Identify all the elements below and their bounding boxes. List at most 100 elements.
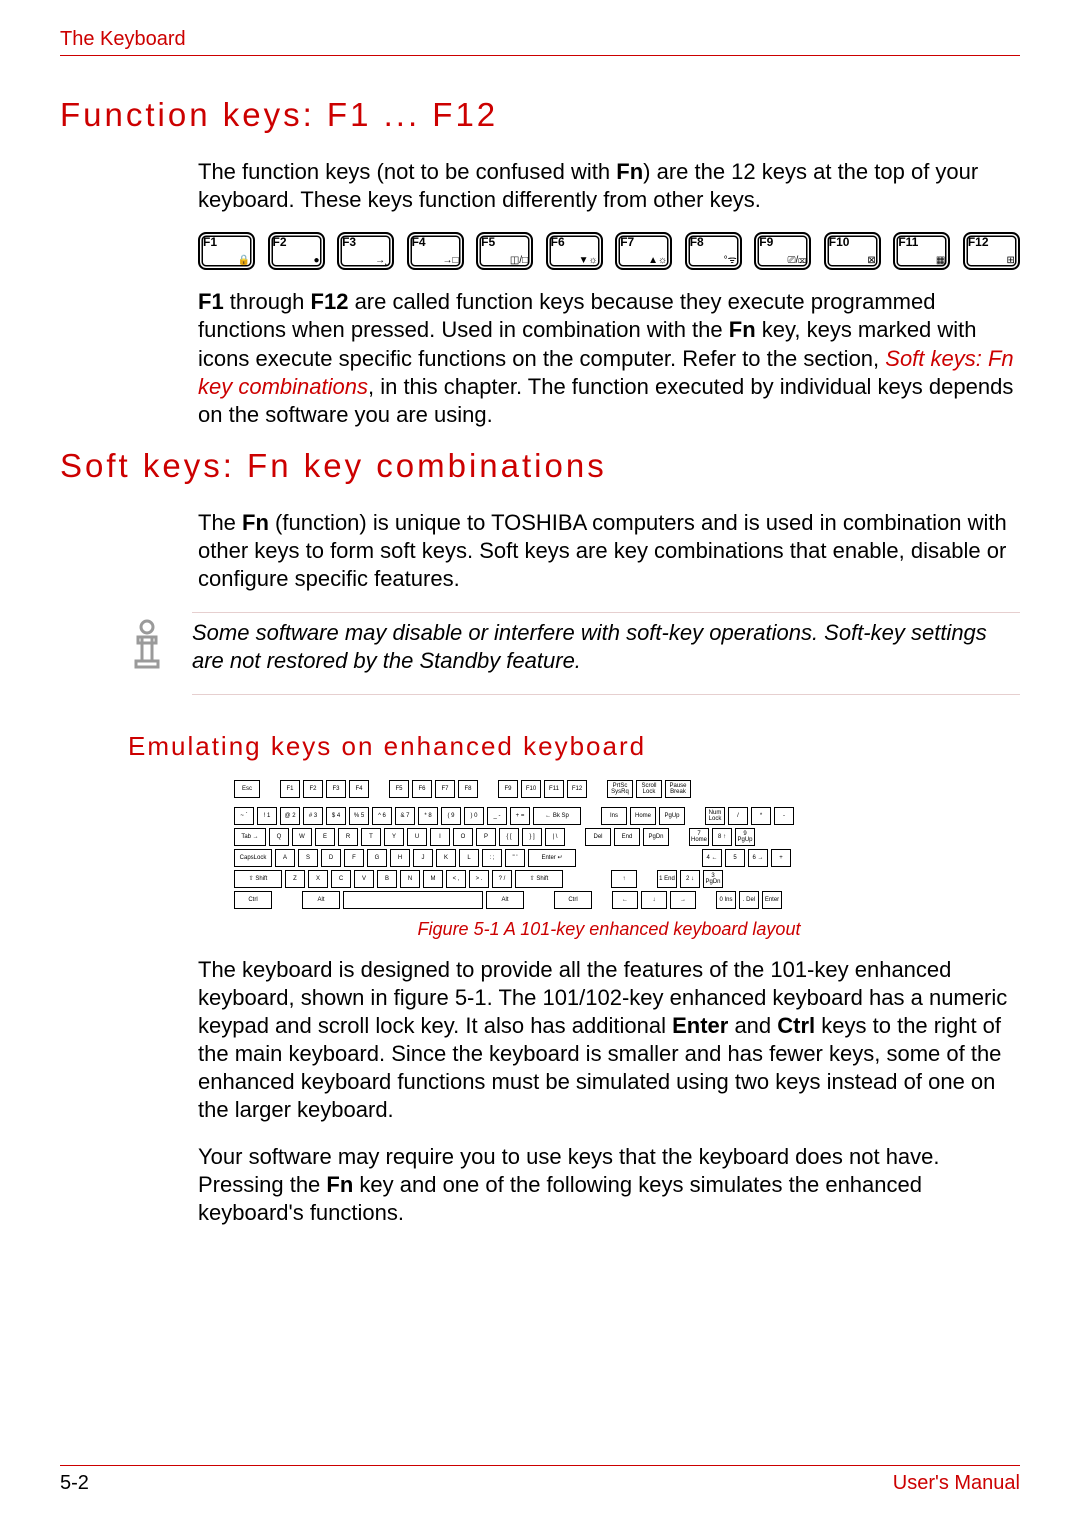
function-key: F6 ▼☼ (546, 232, 603, 270)
kbd-key: D (321, 849, 341, 867)
function-key-label: F4 (412, 236, 459, 248)
function-key: F9 ⎚/⌧ (754, 232, 811, 270)
kbd-key: Z (285, 870, 305, 888)
kbd-key: PgDn (643, 828, 669, 846)
text: and (728, 1013, 777, 1038)
kbd-key: PgUp (659, 807, 685, 825)
function-key: F12 ⊞ (963, 232, 1020, 270)
function-key-icon: ⊠ (867, 256, 875, 266)
text: The function keys (not to be confused wi… (198, 159, 616, 184)
kbd-key: PrtSc SysRq (607, 780, 633, 798)
kbd-key: F1 (280, 780, 300, 798)
para-soft-intro: The Fn (function) is unique to TOSHIBA c… (198, 509, 1020, 593)
kbd-key: U (407, 828, 427, 846)
kbd-key: ( 9 (441, 807, 461, 825)
kbd-key: ← (612, 891, 638, 909)
kbd-key: F7 (435, 780, 455, 798)
kbd-key: Num Lock (705, 807, 725, 825)
bold-f12: F12 (311, 289, 349, 314)
kbd-key: Home (630, 807, 656, 825)
kbd-key: F2 (303, 780, 323, 798)
function-key: F4 →□ (407, 232, 464, 270)
function-key-label: F6 (551, 236, 598, 248)
function-key-icon: 🔒 (238, 256, 250, 266)
page-number: 5-2 (60, 1472, 89, 1495)
footer-rule (60, 1465, 1020, 1466)
para-emulating-1: The keyboard is designed to provide all … (198, 956, 1020, 1125)
kbd-key: 7 Home (689, 828, 709, 846)
kbd-key: 9 PgUp (735, 828, 755, 846)
kbd-key: Ctrl (234, 891, 272, 909)
bold-fn: Fn (242, 510, 269, 535)
kbd-key: Ins (601, 807, 627, 825)
para-emulating-2: Your software may require you to use key… (198, 1143, 1020, 1227)
kbd-key: F8 (458, 780, 478, 798)
kbd-key: > . (469, 870, 489, 888)
kbd-key: F12 (567, 780, 587, 798)
function-key-label: F3 (342, 236, 389, 248)
kbd-key: ↑ (611, 870, 637, 888)
kbd-key: Y (384, 828, 404, 846)
function-key-label: F9 (759, 236, 806, 248)
kbd-key: A (275, 849, 295, 867)
text: through (224, 289, 311, 314)
function-key-icon: ⊞ (1006, 256, 1014, 266)
heading-emulating: Emulating keys on enhanced keyboard (128, 731, 1020, 762)
function-key-icon: ▲☼ (648, 256, 667, 266)
kbd-key: F10 (521, 780, 541, 798)
kbd-key: Alt (486, 891, 524, 909)
kbd-key: N (400, 870, 420, 888)
kbd-key: F9 (498, 780, 518, 798)
note-text: Some software may disable or interfere w… (192, 619, 1020, 675)
kbd-key: ↓ (641, 891, 667, 909)
kbd-key: End (614, 828, 640, 846)
note-rule-top (192, 612, 1020, 613)
bold-enter: Enter (672, 1013, 728, 1038)
kbd-key: 3 PgDn (703, 870, 723, 888)
function-key-label: F10 (829, 236, 876, 248)
kbd-key: # 3 (303, 807, 323, 825)
function-key-label: F12 (968, 236, 1015, 248)
function-key: F10 ⊠ (824, 232, 881, 270)
note-rule-bottom (192, 694, 1020, 695)
kbd-key: P (476, 828, 496, 846)
kbd-key: * (751, 807, 771, 825)
bold-ctrl: Ctrl (777, 1013, 815, 1038)
kbd-key: G (367, 849, 387, 867)
info-icon (124, 619, 172, 676)
kbd-key: S (298, 849, 318, 867)
heading-soft-keys: Soft keys: Fn key combinations (60, 447, 1020, 485)
header-rule (60, 55, 1020, 56)
kbd-key: F6 (412, 780, 432, 798)
kbd-key: O (453, 828, 473, 846)
kbd-key: Ctrl (554, 891, 592, 909)
kbd-key: I (430, 828, 450, 846)
kbd-key: + (771, 849, 791, 867)
kbd-key: X (308, 870, 328, 888)
function-key-icon: →□ (443, 256, 459, 266)
function-key-icon: °ᯤ (724, 256, 737, 266)
function-key-icon: ▼☼ (579, 256, 598, 266)
kbd-key: V (354, 870, 374, 888)
heading-function-keys: Function keys: F1 ... F12 (60, 96, 1020, 134)
kbd-key: / (728, 807, 748, 825)
kbd-key: 2 ↓ (680, 870, 700, 888)
kbd-key: ⇧ Shift (234, 870, 282, 888)
kbd-key: " ' (505, 849, 525, 867)
kbd-key: } ] (522, 828, 542, 846)
para-function-desc: F1 through F12 are called function keys … (198, 288, 1020, 429)
function-key-icon: ⎚/⌧ (787, 256, 806, 266)
kbd-key: Tab → (234, 828, 266, 846)
function-key-icon: →⎵ (375, 256, 389, 266)
kbd-key: Enter (762, 891, 782, 909)
kbd-key: * 8 (418, 807, 438, 825)
kbd-key: 6 → (748, 849, 768, 867)
function-key-icon: ● (313, 256, 319, 266)
kbd-key: Alt (302, 891, 340, 909)
function-key-label: F1 (203, 236, 250, 248)
kbd-key: W (292, 828, 312, 846)
kbd-key: M (423, 870, 443, 888)
kbd-key: 8 ↑ (712, 828, 732, 846)
kbd-key: 0 Ins (716, 891, 736, 909)
kbd-key: ) 0 (464, 807, 484, 825)
